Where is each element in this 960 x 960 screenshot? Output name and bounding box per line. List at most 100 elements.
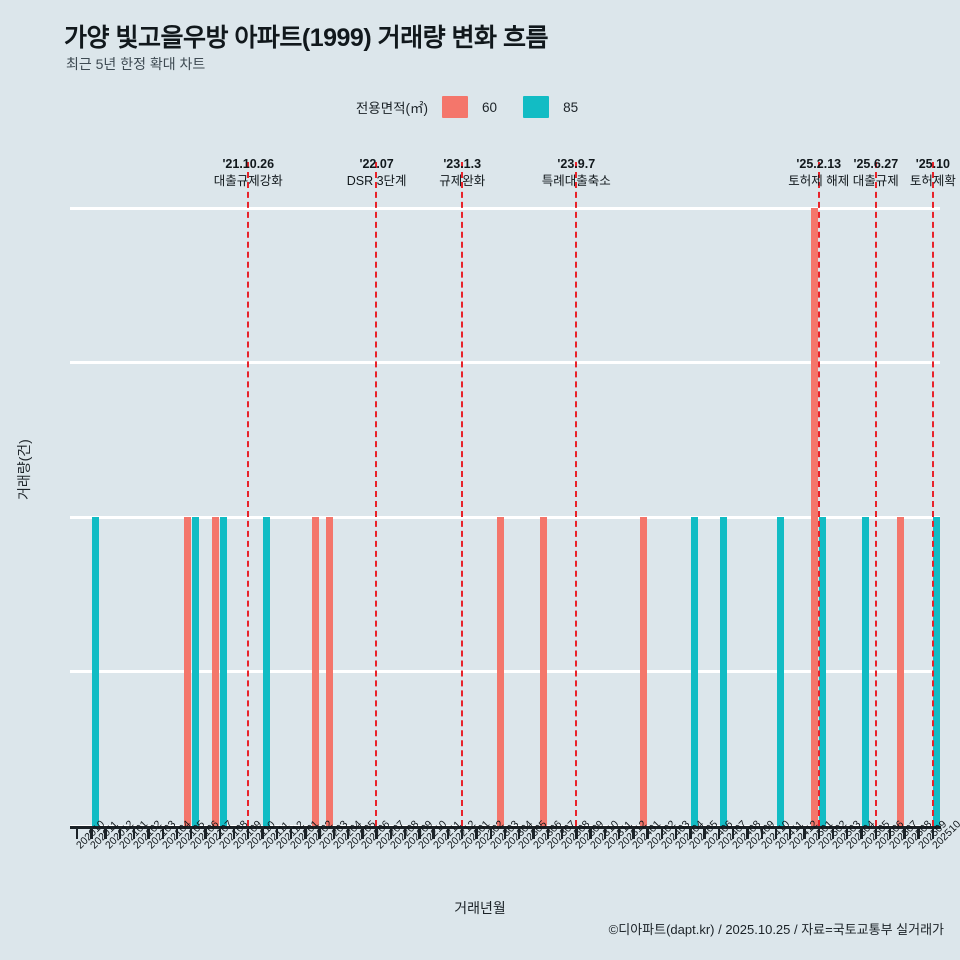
x-axis-tick	[703, 826, 706, 839]
legend-swatch-60	[442, 96, 469, 118]
x-axis-tick	[132, 826, 136, 839]
x-axis-tick	[275, 826, 278, 839]
bar-85-202510[interactable]	[933, 517, 941, 826]
x-axis-tick	[503, 826, 507, 839]
x-axis-tick	[660, 826, 664, 839]
bar-85-202106[interactable]	[191, 517, 199, 826]
bar-60-202502[interactable]	[811, 208, 819, 826]
bar-60-202307[interactable]	[540, 517, 548, 826]
gridline	[70, 670, 940, 673]
x-axis-tick	[118, 826, 122, 839]
event-text-6: 토허제확	[909, 173, 956, 188]
event-line-1	[375, 162, 378, 826]
x-axis-tick	[575, 826, 578, 839]
legend-item-60[interactable]: 60	[442, 96, 497, 118]
x-axis-tick	[746, 826, 749, 839]
bar-85-202407[interactable]	[719, 517, 727, 826]
x-axis-tick	[617, 826, 621, 839]
bar-85-202108[interactable]	[220, 517, 228, 826]
legend-item-85[interactable]: 85	[523, 96, 578, 118]
x-axis-tick	[161, 826, 164, 839]
page-subtitle: 최근 5년 한정 확대 차트	[66, 56, 206, 72]
x-axis-tick	[903, 826, 906, 839]
x-axis-tick	[332, 826, 336, 839]
y-axis-title: 거래량(건)	[16, 439, 32, 500]
bar-85-202502[interactable]	[819, 517, 827, 826]
bar-85-202405[interactable]	[691, 517, 698, 826]
x-axis-tick	[846, 826, 849, 839]
x-axis-tick	[674, 826, 678, 839]
x-axis-tick	[446, 826, 450, 839]
event-line-6	[931, 162, 934, 826]
legend-title: 전용면적(㎡)	[355, 101, 429, 116]
event-line-3	[575, 162, 578, 826]
x-axis-tick	[346, 826, 350, 839]
event-line-4	[817, 162, 820, 826]
x-axis-tick	[489, 826, 492, 839]
x-axis-tick	[175, 826, 179, 839]
bar-85-202111[interactable]	[263, 517, 271, 826]
x-axis-tick	[817, 826, 820, 839]
x-axis-tick	[731, 826, 735, 839]
bar-85-202011[interactable]	[91, 517, 99, 826]
x-axis-tick	[803, 826, 806, 839]
event-line-5	[874, 162, 877, 826]
x-axis-tick	[104, 826, 107, 839]
bar-60-202108[interactable]	[212, 517, 220, 826]
bar-60-202402[interactable]	[640, 517, 648, 826]
x-axis-tick	[204, 826, 207, 839]
page-title: 가양 빛고을우방 아파트(1999) 거래량 변화 흐름	[64, 24, 549, 52]
bar-60-202304[interactable]	[497, 517, 505, 826]
bar-60-202203[interactable]	[311, 517, 319, 826]
x-axis-tick	[403, 826, 407, 839]
plot-area: 0.00.51.01.52.0'21.10.26대출규제강화'22.07DSR …	[70, 157, 956, 828]
event-line-2	[461, 162, 463, 826]
chart-legend: 전용면적(㎡) 60 85	[0, 96, 960, 118]
x-axis-tick	[247, 826, 250, 839]
x-axis-tick	[546, 826, 549, 839]
x-axis-tick	[646, 826, 649, 839]
x-axis-tick	[789, 826, 792, 839]
bar-85-202411[interactable]	[776, 517, 784, 826]
x-axis-tick	[261, 826, 264, 839]
bar-60-202508[interactable]	[896, 517, 904, 826]
gridline	[70, 515, 940, 519]
x-axis-tick	[190, 826, 193, 839]
x-axis-tick	[232, 826, 236, 839]
x-axis-tick	[147, 826, 150, 839]
x-axis-tick	[475, 826, 478, 839]
x-axis-tick	[589, 826, 592, 839]
x-axis-tick	[518, 826, 521, 839]
gridline	[70, 206, 940, 210]
x-axis-tick	[603, 826, 607, 839]
x-axis-tick	[432, 826, 435, 839]
legend-label-60: 60	[482, 99, 498, 115]
x-axis-tick	[218, 826, 221, 839]
x-axis-tick	[774, 826, 778, 839]
x-axis-tick	[418, 826, 421, 839]
legend-label-85: 85	[563, 99, 579, 115]
x-axis-tick	[931, 826, 935, 839]
event-line-0	[247, 162, 250, 826]
x-axis-tick	[888, 826, 892, 839]
gridline	[70, 361, 940, 364]
footer-credit: ©디아파트(dapt.kr) / 2025.10.25 / 자료=국토교통부 실…	[608, 922, 944, 937]
x-axis-tick	[304, 826, 307, 839]
x-axis-tick	[860, 826, 863, 839]
event-date-6: '25.10	[915, 157, 950, 171]
x-axis-tick	[560, 826, 564, 839]
x-axis-tick	[289, 826, 293, 839]
x-axis-tick	[532, 826, 535, 839]
x-axis-tick	[389, 826, 393, 839]
x-axis-tick	[318, 826, 321, 839]
x-axis-title: 거래년월	[454, 900, 506, 916]
x-axis-tick	[632, 826, 635, 839]
bar-60-202106[interactable]	[183, 517, 191, 826]
bar-85-202505[interactable]	[862, 517, 870, 826]
x-axis-tick	[375, 826, 378, 839]
x-axis-tick	[689, 826, 692, 839]
bar-60-202204[interactable]	[326, 517, 334, 826]
x-axis-tick	[917, 826, 920, 839]
x-axis-tick	[831, 826, 835, 839]
